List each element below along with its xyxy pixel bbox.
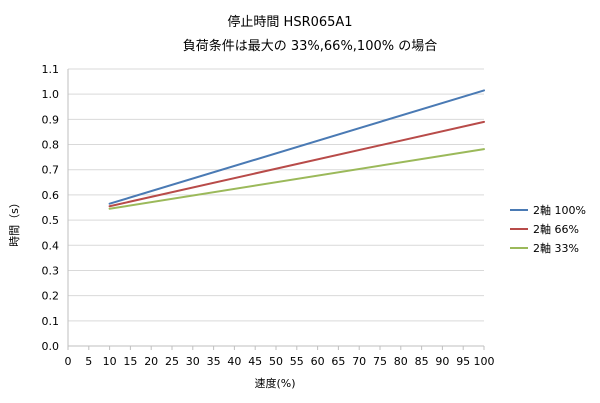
x-tick-label-5: 25 — [165, 355, 179, 368]
x-tick-label-9: 45 — [248, 355, 262, 368]
x-tick-label-20: 100 — [474, 355, 495, 368]
x-tick-label-11: 55 — [290, 355, 304, 368]
x-tick-label-10: 50 — [269, 355, 283, 368]
x-tick-label-16: 80 — [394, 355, 408, 368]
x-tick-label-4: 20 — [144, 355, 158, 368]
y-tick-label-3: 0.3 — [42, 264, 60, 277]
x-tick-label-18: 90 — [435, 355, 449, 368]
y-tick-label-0: 0.0 — [42, 340, 60, 353]
series-line-2 — [108, 148, 485, 210]
y-tick-label-7: 0.7 — [42, 164, 60, 177]
y-tick-label-10: 1.0 — [42, 88, 60, 101]
series-line-1 — [108, 120, 485, 208]
y-tick-label-8: 0.8 — [42, 139, 60, 152]
x-tick-label-1: 5 — [85, 355, 92, 368]
x-tick-label-17: 85 — [415, 355, 429, 368]
y-tick-label-4: 0.4 — [42, 239, 60, 252]
legend-label-1: 2軸 66% — [533, 222, 579, 236]
chart-subtitle: 負荷条件は最大の 33%,66%,100% の場合 — [183, 38, 437, 54]
x-tick-label-3: 15 — [123, 355, 137, 368]
series-lines — [108, 89, 485, 210]
y-tick-label-1: 0.1 — [42, 315, 60, 328]
y-tick-label-11: 1.1 — [42, 63, 60, 76]
legend-label-2: 2軸 33% — [533, 241, 579, 255]
y-tick-label-2: 0.2 — [42, 290, 60, 303]
y-axis-ticks: 0.0 0.1 0.2 0.3 0.4 0.5 0.6 0.7 0.8 0.9 1.0 1.1 — [42, 63, 60, 353]
x-tick-label-6: 30 — [186, 355, 200, 368]
y-tick-label-6: 0.6 — [42, 189, 60, 202]
x-axis-ticks: 0 5 10 15 20 25 30 35 40 45 50 55 60 65 70 75 80 85 90 95 10… — [65, 355, 495, 368]
x-tick-label-15: 75 — [373, 355, 387, 368]
y-tick-label-9: 0.9 — [42, 113, 60, 126]
x-tick-label-13: 65 — [331, 355, 345, 368]
x-tick-label-12: 60 — [311, 355, 325, 368]
x-tick-label-19: 95 — [456, 355, 470, 368]
x-axis-title: 速度(%) — [254, 376, 295, 390]
x-tick-label-14: 70 — [352, 355, 366, 368]
series-line-0 — [108, 89, 485, 205]
legend-label-0: 2軸 100% — [533, 203, 586, 217]
gridlines — [68, 68, 484, 322]
y-tick-label-5: 0.5 — [42, 214, 60, 227]
axes — [67, 69, 485, 350]
chart-title: 停止時間 HSR065A1 — [227, 14, 352, 30]
x-tick-label-2: 10 — [103, 355, 117, 368]
y-axis-title: 時間（s） — [8, 197, 21, 247]
x-tick-label-7: 35 — [207, 355, 221, 368]
legend: 2軸 100% 2軸 66% 2軸 33% — [510, 203, 586, 255]
x-tick-label-0: 0 — [65, 355, 72, 368]
x-tick-label-8: 40 — [227, 355, 241, 368]
